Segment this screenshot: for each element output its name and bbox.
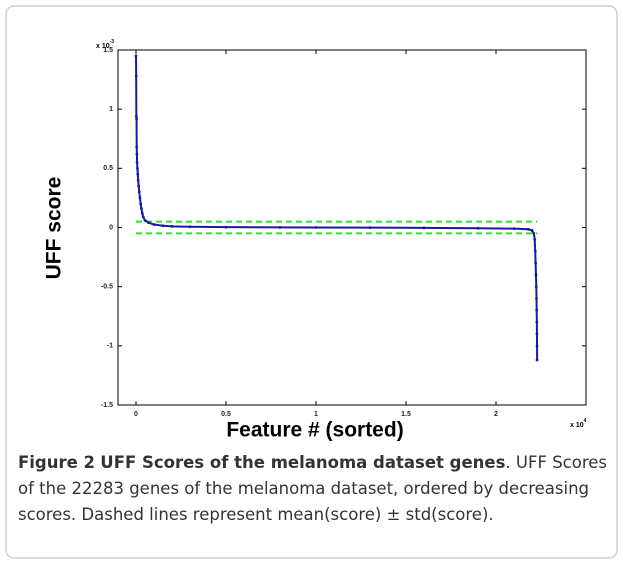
y-multiplier: x 10-3 [96, 39, 114, 50]
point [137, 184, 141, 188]
point [278, 225, 282, 229]
point [135, 145, 139, 149]
x-axis-label: Feature # (sorted) [226, 419, 403, 442]
point [534, 273, 538, 277]
point [533, 237, 537, 241]
point [161, 224, 165, 228]
y-tick-label: 0 [109, 224, 113, 231]
point [134, 114, 138, 118]
point [139, 202, 143, 206]
point [314, 226, 318, 229]
series-line [135, 55, 539, 361]
y-tick-label: 1.5 [103, 47, 113, 54]
point [136, 172, 140, 176]
point [224, 225, 228, 229]
point [140, 207, 143, 210]
point [527, 227, 530, 231]
point [138, 196, 142, 200]
x-multiplier: x 104 [570, 418, 587, 429]
y-tick-label: -0.5 [101, 284, 113, 291]
y-axis-label: UFF score [43, 177, 66, 280]
point [135, 161, 139, 164]
y-tick-label: 1 [109, 106, 113, 113]
caption: Figure 2 UFF Scores of the melanoma data… [18, 450, 608, 528]
x-tick-label: 0.5 [221, 411, 231, 418]
point [136, 166, 139, 170]
y-tick-label: -1 [107, 343, 113, 350]
point [535, 344, 539, 348]
point [530, 229, 534, 232]
point [476, 226, 480, 230]
point [535, 297, 538, 300]
point [170, 224, 174, 228]
point [533, 249, 537, 253]
x-tick-label: 2 [494, 411, 498, 418]
point [135, 117, 138, 121]
caption-title: UFF Scores of the melanoma dataset genes [100, 453, 506, 472]
point [135, 152, 139, 156]
point [143, 219, 147, 222]
point [535, 332, 539, 336]
point [535, 320, 539, 324]
point [512, 227, 516, 231]
point [188, 225, 192, 229]
point [534, 285, 538, 289]
caption-label: Figure 2 [18, 453, 96, 472]
x-tick-label: 1.5 [401, 411, 411, 418]
point [368, 226, 372, 230]
multiplier-exponent: 4 [584, 418, 587, 424]
x-tick-label: 0 [134, 411, 138, 418]
point [136, 178, 140, 182]
point [140, 211, 144, 215]
point [532, 232, 536, 235]
point [134, 54, 138, 58]
point [535, 308, 539, 312]
point [141, 215, 145, 219]
multiplier-exponent: -3 [110, 39, 115, 45]
y-tick-label: 0.5 [103, 165, 113, 172]
point [534, 261, 537, 265]
caption-text: . UFF Scores of the 22283 genes of the m… [18, 453, 608, 524]
y-tick-label: -1.5 [101, 402, 113, 409]
point [147, 221, 151, 225]
point [535, 358, 539, 362]
point [134, 74, 138, 78]
point [422, 226, 426, 230]
x-tick-label: 1 [314, 411, 318, 418]
multiplier-base: x 10 [96, 43, 110, 50]
point [152, 223, 156, 226]
point [137, 190, 141, 194]
multiplier-base: x 10 [570, 422, 584, 429]
frame [5, 5, 618, 559]
